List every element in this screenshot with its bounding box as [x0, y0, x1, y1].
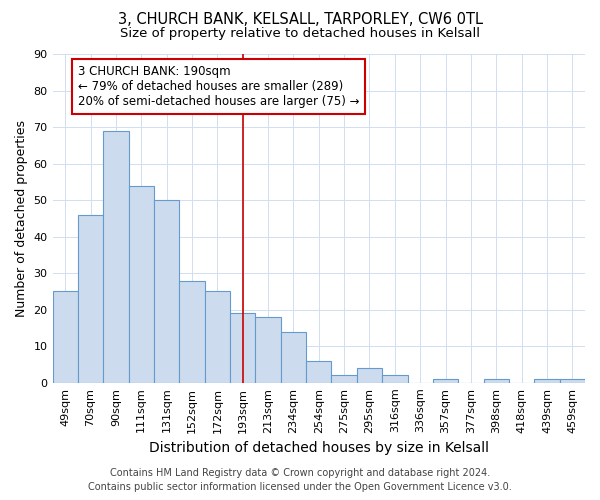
Bar [560, 379, 585, 383]
Bar [357, 368, 382, 383]
Bar [534, 379, 560, 383]
Bar [53, 292, 78, 383]
Bar [154, 200, 179, 383]
Text: Size of property relative to detached houses in Kelsall: Size of property relative to detached ho… [120, 28, 480, 40]
Bar [103, 130, 128, 383]
Text: Contains HM Land Registry data © Crown copyright and database right 2024.
Contai: Contains HM Land Registry data © Crown c… [88, 468, 512, 492]
Bar [433, 379, 458, 383]
Bar [331, 376, 357, 383]
Bar [382, 376, 407, 383]
Bar [205, 292, 230, 383]
Text: 3, CHURCH BANK, KELSALL, TARPORLEY, CW6 0TL: 3, CHURCH BANK, KELSALL, TARPORLEY, CW6 … [118, 12, 482, 28]
Bar [306, 361, 331, 383]
Bar [281, 332, 306, 383]
Bar [128, 186, 154, 383]
Bar [230, 314, 256, 383]
Bar [179, 280, 205, 383]
Bar [256, 317, 281, 383]
Bar [484, 379, 509, 383]
Bar [78, 214, 103, 383]
X-axis label: Distribution of detached houses by size in Kelsall: Distribution of detached houses by size … [149, 441, 489, 455]
Y-axis label: Number of detached properties: Number of detached properties [15, 120, 28, 317]
Text: 3 CHURCH BANK: 190sqm
← 79% of detached houses are smaller (289)
20% of semi-det: 3 CHURCH BANK: 190sqm ← 79% of detached … [78, 65, 359, 108]
